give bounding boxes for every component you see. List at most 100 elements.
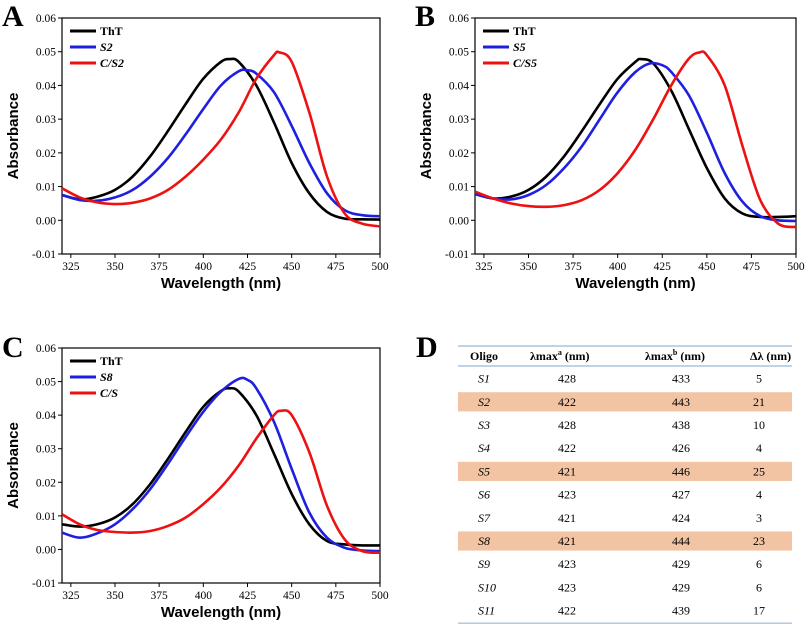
table-header-cell: Δλ (nm) [750, 349, 791, 363]
y-tick-label: 0.05 [36, 47, 56, 59]
panel-letter-d: D [416, 331, 438, 364]
x-tick-label: 350 [106, 261, 124, 273]
cell-delta: 21 [753, 395, 765, 409]
y-tick-label: 0.02 [36, 477, 56, 489]
cell-delta: 6 [756, 580, 762, 594]
cell-delta: 4 [756, 441, 762, 455]
legend-label: S5 [513, 40, 526, 54]
x-tick-label: 375 [151, 590, 169, 602]
y-tick-label: -0.01 [32, 249, 56, 261]
y-tick-label: 0.02 [449, 148, 469, 160]
chart-panel-a: 325 350 375 400 425 450 475 500 -0.01 0.00 0.01 0.0… [5, 13, 389, 292]
y-tick-label: 0.01 [36, 182, 56, 194]
y-tick-label: 0.05 [36, 377, 56, 389]
y-tick-label: 0.01 [36, 511, 56, 523]
table-row: S1 428 433 5 [478, 372, 762, 386]
cell-oligo: S9 [478, 557, 490, 571]
table-header-cell: Oligo [470, 349, 498, 363]
cell-oligo: S11 [478, 604, 495, 618]
cell-delta: 17 [753, 604, 765, 618]
cell-lambda-a: 423 [558, 557, 576, 571]
x-tick-label: 450 [283, 261, 301, 273]
series-line-cs2 [62, 50, 380, 228]
y-axis-title: Absorbance [418, 93, 435, 180]
panel-letter-b: B [415, 0, 435, 33]
y-axis-title: Absorbance [5, 93, 22, 180]
y-tick-label: 0.00 [449, 215, 469, 227]
legend-label: ThT [513, 24, 536, 38]
y-tick-label: 0.00 [36, 544, 56, 556]
y-tick-label: 0.03 [36, 114, 56, 126]
header-text: λmax [530, 349, 558, 363]
table-header-cell: λmaxb (nm) [645, 348, 705, 363]
x-tick-label: 325 [475, 261, 493, 273]
panel-letter-a: A [2, 0, 24, 33]
y-tick-label: -0.01 [32, 578, 56, 590]
y-tick-label: 0.05 [449, 47, 469, 59]
cell-delta: 10 [753, 418, 765, 432]
cell-oligo: S4 [478, 441, 490, 455]
table-row: S10 423 429 6 [478, 580, 762, 594]
table-row: S9 423 429 6 [478, 557, 762, 571]
row-highlight [458, 531, 792, 551]
cell-lambda-a: 428 [558, 372, 576, 386]
row-highlight [458, 461, 792, 481]
x-tick-label: 350 [520, 261, 538, 273]
cell-lambda-a: 423 [558, 580, 576, 594]
cell-oligo: S5 [478, 464, 490, 478]
series-line-cs [62, 409, 380, 555]
cell-oligo: S10 [478, 580, 496, 594]
y-tick-label: 0.06 [36, 343, 56, 355]
legend-label: C/S2 [100, 56, 124, 70]
x-tick-label: 375 [564, 261, 582, 273]
legend-label: ThT [100, 354, 123, 368]
cell-delta: 23 [753, 534, 765, 548]
x-tick-label: 450 [283, 590, 301, 602]
table-header-cell: λmaxa (nm) [530, 348, 590, 363]
y-axis-title: Absorbance [5, 422, 22, 509]
chart-panel-c: 325 350 375 400 425 450 475 500 -0.01 0.00 0.01 0.0… [5, 343, 389, 621]
header-superscript: b [673, 348, 678, 357]
cell-lambda-b: 427 [672, 488, 690, 502]
y-tick-label: 0.02 [36, 148, 56, 160]
x-axis-title: Wavelength (nm) [161, 604, 281, 621]
cell-lambda-b: 429 [672, 557, 690, 571]
x-tick-label: 400 [609, 261, 627, 273]
table-row: S4 422 426 4 [478, 441, 762, 455]
cell-delta: 4 [756, 488, 762, 502]
cell-delta: 25 [753, 464, 765, 478]
y-tick-label: -0.01 [445, 249, 469, 261]
cell-lambda-b: 429 [672, 580, 690, 594]
cell-lambda-a: 422 [558, 441, 576, 455]
x-tick-label: 350 [106, 590, 124, 602]
cell-lambda-b: 424 [672, 511, 690, 525]
x-axis-title: Wavelength (nm) [575, 275, 695, 292]
cell-lambda-b: 446 [672, 464, 690, 478]
cell-lambda-b: 426 [672, 441, 690, 455]
header-unit: (nm) [562, 349, 590, 363]
cell-oligo: S7 [478, 511, 491, 525]
header-text: Oligo [470, 349, 498, 363]
legend-label: S2 [100, 40, 113, 54]
panel-letter-c: C [2, 331, 24, 364]
series-line-cs5 [475, 50, 796, 229]
x-tick-label: 475 [327, 590, 345, 602]
table-row: S8 421 444 23 [458, 531, 792, 551]
cell-lambda-b: 439 [672, 604, 690, 618]
x-tick-label: 325 [62, 590, 80, 602]
data-table: Oligo λmaxa (nm) λmaxb (nm) Δλ (nm)S1 428 433… [458, 345, 792, 624]
series-line-tht [62, 57, 380, 221]
plot-frame [61, 17, 381, 255]
header-text: λmax [645, 349, 673, 363]
x-tick-label: 475 [327, 261, 345, 273]
table-row: S11 422 439 17 [478, 604, 765, 618]
cell-oligo: S2 [478, 395, 490, 409]
y-tick-label: 0.06 [449, 13, 469, 25]
y-tick-label: 0.06 [36, 13, 56, 25]
x-tick-label: 450 [698, 261, 716, 273]
cell-delta: 5 [756, 372, 762, 386]
table-row: S7 421 424 3 [478, 511, 762, 525]
series-line-s8 [62, 376, 380, 553]
x-tick-label: 500 [787, 261, 805, 273]
